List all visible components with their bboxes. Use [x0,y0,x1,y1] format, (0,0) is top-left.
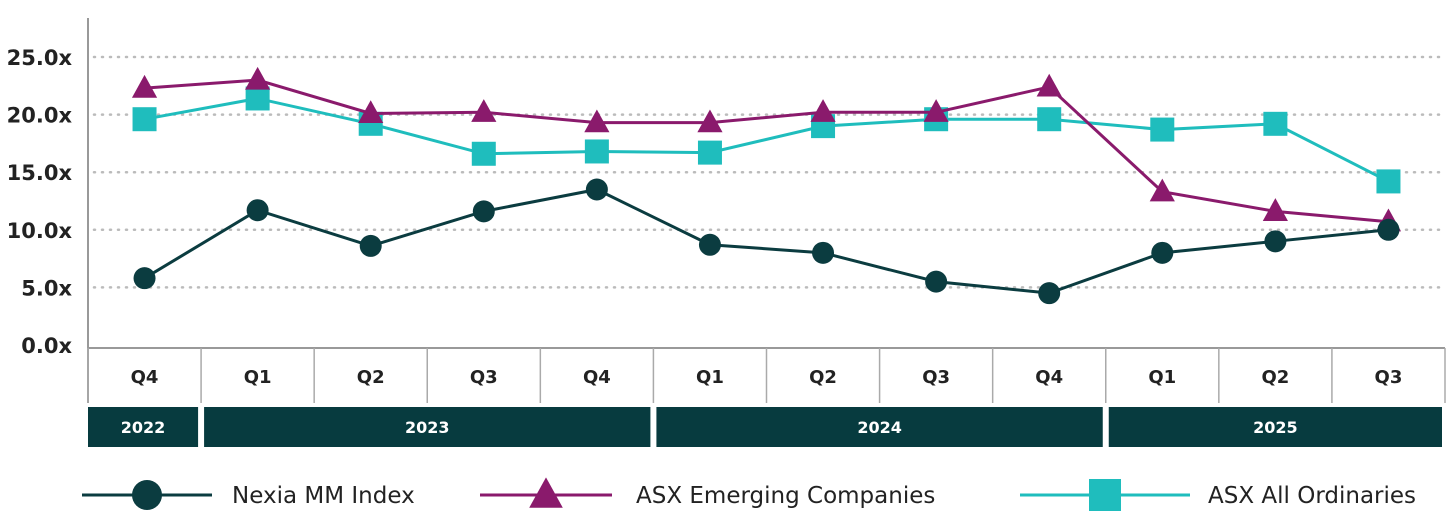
x-tick-label: Q4 [583,367,611,388]
data-point [1038,282,1061,305]
legend-marker [529,477,563,508]
data-point [245,66,271,90]
x-tick-label: Q3 [1375,367,1403,388]
data-point [133,267,156,290]
series-line-1 [144,78,1389,224]
data-point [131,74,158,98]
data-point [1151,241,1174,264]
data-point [1149,178,1175,202]
x-tick-label: Q2 [809,367,837,388]
x-tick-label: Q3 [922,367,950,388]
data-point [697,140,722,165]
year-label: 2024 [857,418,902,437]
legend-marker [132,480,162,510]
data-point [1150,117,1175,142]
data-point [1377,218,1400,241]
data-point [472,200,495,223]
series-line-0 [143,187,1389,295]
data-point [1037,107,1062,132]
data-point [584,139,609,164]
series-line-2 [144,96,1390,183]
data-point [359,234,382,257]
year-bar [204,407,651,447]
data-point [585,178,608,201]
data-point [1376,169,1401,194]
data-point [1263,111,1288,136]
data-point [471,141,496,166]
y-tick-label: 15.0x [7,161,73,185]
data-point [697,109,723,133]
year-bar [1108,407,1442,447]
x-tick-label: Q4 [1035,367,1063,388]
y-tick-label: 10.0x [7,219,73,243]
x-tick-label: Q2 [1261,367,1289,388]
x-tick-label: Q1 [696,367,724,388]
legend-label: Nexia MM Index [232,483,415,509]
y-tick-label: 20.0x [7,104,73,128]
data-point [812,241,835,264]
year-label: 2025 [1253,418,1298,437]
year-bar [88,407,199,447]
y-tick-label: 0.0x [21,334,72,358]
x-tick-label: Q1 [1148,367,1176,388]
x-tick-label: Q2 [357,367,385,388]
data-point [810,99,836,122]
data-point [584,109,610,133]
legend-marker [1089,479,1121,511]
data-point [471,99,497,122]
data-point [925,270,948,293]
data-point [132,107,157,132]
data-point [1036,73,1062,97]
y-tick-label: 5.0x [21,276,72,300]
x-tick-label: Q1 [244,367,272,388]
legend-label: ASX All Ordinaries [1208,483,1416,509]
x-tick-label: Q4 [131,367,159,388]
legend-label: ASX Emerging Companies [636,483,935,509]
year-label: 2022 [121,418,166,437]
data-point [246,199,269,222]
data-point [358,100,384,124]
data-point [923,99,949,122]
year-label: 2023 [405,418,450,437]
year-bar [656,407,1103,447]
data-point [1262,198,1288,221]
data-point [1264,230,1287,253]
x-tick-label: Q3 [470,367,498,388]
data-point [245,86,270,111]
data-point [698,233,721,256]
y-tick-label: 25.0x [7,46,73,70]
